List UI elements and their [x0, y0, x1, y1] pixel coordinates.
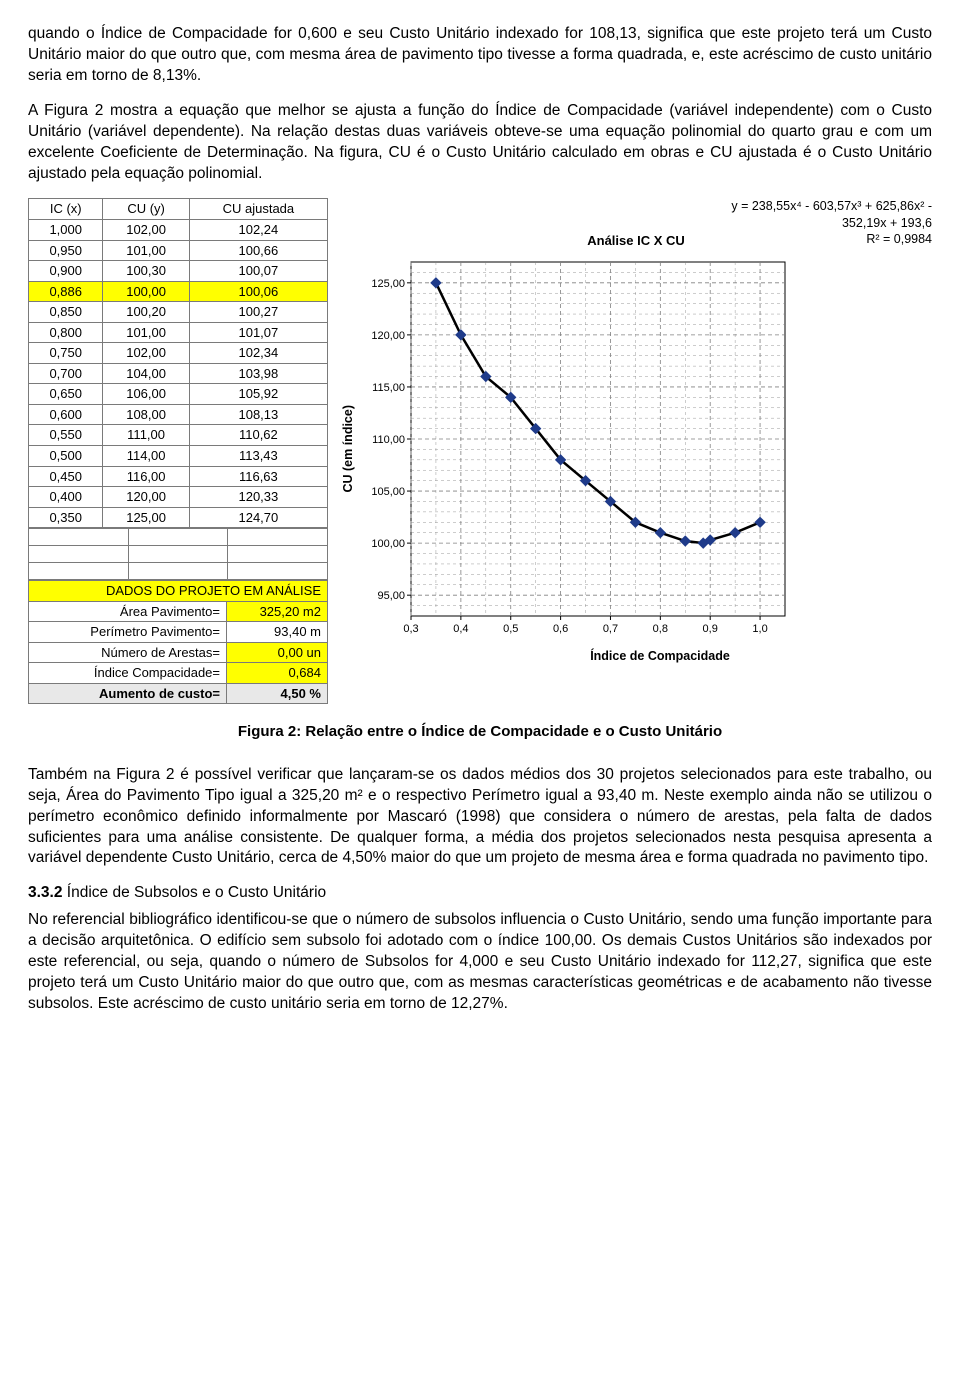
svg-text:0,3: 0,3 — [403, 623, 418, 635]
svg-text:120,00: 120,00 — [371, 330, 405, 342]
svg-text:0,7: 0,7 — [603, 623, 618, 635]
project-row: Índice Compacidade=0,684 — [29, 663, 328, 684]
project-row: Aumento de custo=4,50 % — [29, 683, 328, 704]
svg-text:105,00: 105,00 — [371, 486, 405, 498]
chart-svg: 95,00 100,00 105,00 110,00 115,00 120,00 125,0… — [363, 254, 793, 644]
eq-r2: R² = 0,9984 — [731, 231, 932, 247]
table-header: IC (x) — [29, 199, 103, 220]
table-row: 0,650106,00105,92 — [29, 384, 328, 405]
table-row: 0,900100,30100,07 — [29, 261, 328, 282]
paragraph-4: No referencial bibliográfico identificou… — [28, 910, 932, 1015]
data-table: IC (x)CU (y)CU ajustada 1,000102,00102,2… — [28, 198, 328, 528]
svg-text:0,6: 0,6 — [553, 623, 568, 635]
svg-text:95,00: 95,00 — [377, 590, 405, 602]
table-row: 0,550111,00110,62 — [29, 425, 328, 446]
chart-panel: y = 238,55x⁴ - 603,57x³ + 625,86x² - 352… — [340, 198, 932, 664]
section-title: Índice de Subsolos e o Custo Unitário — [67, 884, 326, 901]
table-row: 0,700104,00103,98 — [29, 363, 328, 384]
paragraph-3: Também na Figura 2 é possível verificar … — [28, 765, 932, 870]
project-title: DADOS DO PROJETO EM ANÁLISE — [29, 581, 328, 602]
project-row: Número de Arestas=0,00 un — [29, 642, 328, 663]
figure-2: IC (x)CU (y)CU ajustada 1,000102,00102,2… — [28, 198, 932, 704]
table-row: 0,950101,00100,66 — [29, 240, 328, 261]
project-table: DADOS DO PROJETO EM ANÁLISE Área Pavimen… — [28, 580, 328, 704]
chart-equation: y = 238,55x⁴ - 603,57x³ + 625,86x² - 352… — [731, 198, 932, 247]
table-row: 0,800101,00101,07 — [29, 322, 328, 343]
project-row: Perímetro Pavimento=93,40 m — [29, 622, 328, 643]
table-row: 0,350125,00124,70 — [29, 507, 328, 528]
table-row: 0,400120,00120,33 — [29, 487, 328, 508]
project-row: Área Pavimento=325,20 m2 — [29, 601, 328, 622]
svg-text:115,00: 115,00 — [372, 382, 405, 394]
svg-text:0,5: 0,5 — [503, 623, 518, 635]
eq-line1: y = 238,55x⁴ - 603,57x³ + 625,86x² - — [731, 198, 932, 214]
chart-xlabel: Índice de Compacidade — [340, 648, 932, 665]
svg-text:125,00: 125,00 — [371, 278, 405, 290]
paragraph-2: A Figura 2 mostra a equação que melhor s… — [28, 101, 932, 185]
svg-text:1,0: 1,0 — [752, 623, 767, 635]
section-number: 3.3.2 — [28, 884, 62, 901]
svg-text:0,4: 0,4 — [453, 623, 468, 635]
paragraph-1: quando o Índice de Compacidade for 0,600… — [28, 24, 932, 87]
svg-text:100,00: 100,00 — [371, 538, 405, 550]
table-row: 1,000102,00102,24 — [29, 220, 328, 241]
section-heading: 3.3.2 Índice de Subsolos e o Custo Unitá… — [28, 883, 932, 904]
table-row: 0,500114,00113,43 — [29, 446, 328, 467]
table-row: 0,886100,00100,06 — [29, 281, 328, 302]
svg-text:0,9: 0,9 — [702, 623, 717, 635]
table-row: 0,600108,00108,13 — [29, 404, 328, 425]
svg-text:110,00: 110,00 — [372, 434, 405, 446]
table-row: 0,850100,20100,27 — [29, 302, 328, 323]
table-header: CU ajustada — [189, 199, 327, 220]
chart-ylabel: CU (em índice) — [340, 405, 357, 493]
svg-text:0,8: 0,8 — [653, 623, 668, 635]
table-row: 0,750102,00102,34 — [29, 343, 328, 364]
eq-line2: 352,19x + 193,6 — [731, 215, 932, 231]
table-row: 0,450116,00116,63 — [29, 466, 328, 487]
table-header: CU (y) — [103, 199, 189, 220]
figure-caption: Figura 2: Relação entre o Índice de Comp… — [28, 722, 932, 742]
